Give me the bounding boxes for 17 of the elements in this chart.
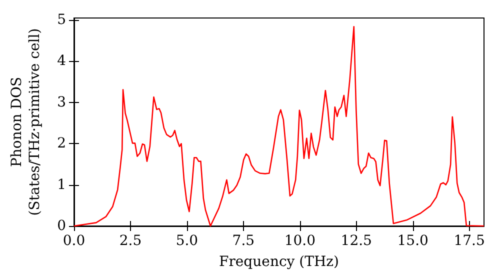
line-series	[73, 26, 485, 227]
y-tick-label: 0	[57, 218, 66, 234]
x-tick-label: 17.5	[454, 233, 485, 249]
y-tick-label: 3	[57, 94, 66, 110]
x-tick-label: 5.0	[176, 233, 198, 249]
x-axis-title: Frequency (THz)	[218, 254, 340, 270]
x-tick-label: 15.0	[397, 233, 428, 249]
x-tick-label: 0.0	[62, 233, 86, 249]
x-tick-label: 12.5	[340, 233, 372, 249]
x-tick-label: 2.5	[119, 233, 142, 249]
y-tick-label: 1	[57, 176, 66, 193]
x-tick-label: 7.5	[232, 233, 255, 249]
y-tick-label: 4	[57, 53, 66, 70]
x-tick-label: 10.0	[284, 233, 316, 249]
y-tick-label: 5	[57, 12, 66, 28]
y-tick-label: 2	[57, 136, 66, 152]
y-axis-title: Phonon DOS (States/THz·primitive cell)	[9, 28, 43, 216]
